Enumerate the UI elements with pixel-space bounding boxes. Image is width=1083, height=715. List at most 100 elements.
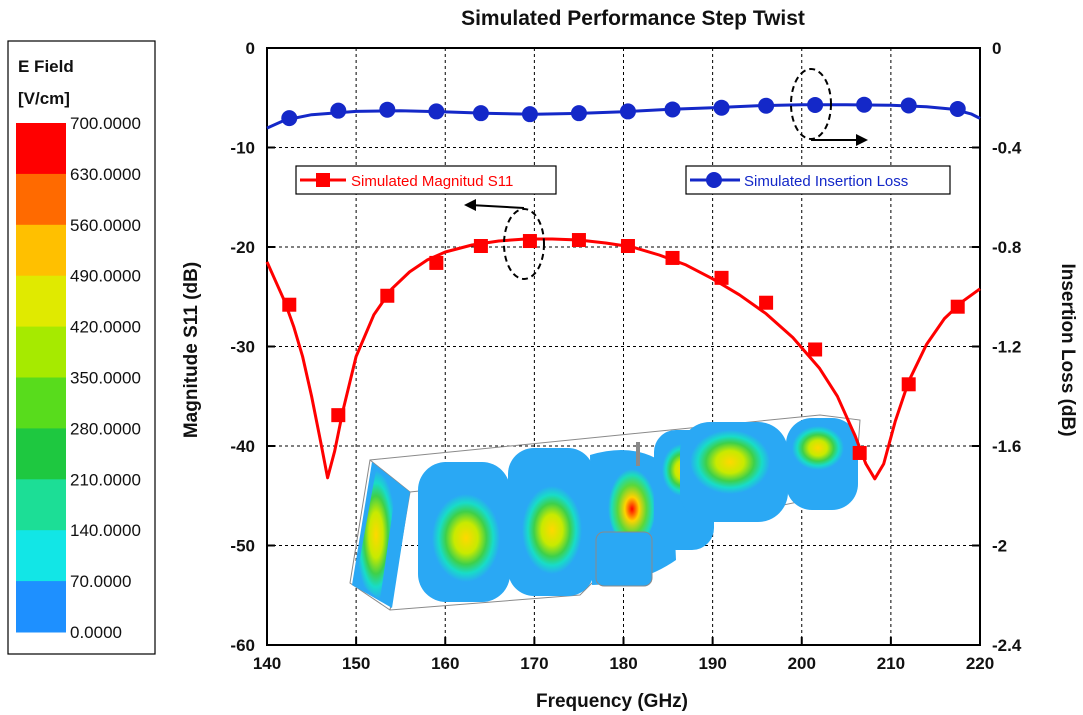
y-axis-label: Magnitude S11 (dB) (181, 262, 202, 438)
y-tick-label: 0 (246, 39, 255, 58)
colorbar-title: E Field (18, 57, 74, 76)
x-tick-label: 140 (253, 654, 281, 673)
series-s11 (265, 233, 981, 481)
colorbar-swatch (16, 224, 66, 277)
insertion-loss-marker (664, 101, 681, 118)
s11-marker (665, 250, 680, 265)
colorbar-label: 70.0000 (70, 572, 131, 591)
legend-insertion-loss: Simulated Insertion Loss (685, 165, 951, 195)
colorbar-unit: [V/cm] (18, 89, 70, 108)
series-insertion-loss (266, 96, 981, 130)
s11-marker (714, 270, 729, 285)
colorbar-swatch (16, 326, 66, 378)
y2-axis-label: Insertion Loss (dB) (1057, 263, 1078, 436)
insertion-loss-marker (281, 110, 298, 127)
colorbar-swatch (16, 479, 66, 531)
colorbar-swatches (16, 123, 66, 633)
x-tick-label: 200 (788, 654, 816, 673)
insertion-loss-marker (330, 102, 347, 119)
y-tick-label: -10 (230, 139, 255, 158)
colorbar-label: 560.0000 (70, 216, 141, 235)
y2-tick-label: -0.8 (992, 238, 1021, 257)
s11-marker (429, 255, 444, 270)
legend-s11-marker (316, 173, 330, 187)
colorbar-label: 490.0000 (70, 267, 141, 286)
colorbar-labels: 700.0000 630.0000 560.0000 490.0000 420.0000… (70, 114, 141, 642)
s11-marker (522, 234, 537, 249)
s11-marker (380, 288, 395, 303)
insertion-loss-line (266, 103, 981, 130)
axis-ticks (266, 47, 981, 646)
insertion-loss-marker (428, 103, 445, 120)
x-tick-label: 180 (609, 654, 637, 673)
colorbar-label: 280.0000 (70, 419, 141, 438)
s11-marker (620, 239, 635, 254)
x-tick-label: 150 (342, 654, 370, 673)
x-axis-label: Frequency (GHz) (536, 691, 688, 712)
y2-tick-label: -1.2 (992, 338, 1021, 357)
colorbar-label: 140.0000 (70, 521, 141, 540)
s11-marker (282, 297, 297, 312)
s11-marker (473, 239, 488, 254)
insertion-loss-marker (758, 97, 775, 114)
s11-marker (852, 445, 867, 460)
colorbar-swatch (16, 377, 66, 429)
x-tick-label: 160 (431, 654, 459, 673)
s11-marker (571, 233, 586, 248)
colorbar-label: 420.0000 (70, 318, 141, 337)
legend-s11-label: Simulated Magnitud S11 (351, 173, 513, 190)
s11-line (265, 237, 981, 481)
s11-marker (950, 299, 965, 314)
colorbar-swatch (16, 581, 66, 633)
colorbar-label: 350.0000 (70, 369, 141, 388)
x-tick-label: 210 (877, 654, 905, 673)
y2-tick-label: -1.6 (992, 437, 1021, 456)
legend-il-marker (706, 172, 722, 188)
x-tick-labels: 140 150 160 170 180 190 200 210 220 (253, 654, 994, 673)
legend-s11: Simulated Magnitud S11 (295, 165, 557, 195)
waveguide-field-inset (349, 414, 861, 611)
insertion-loss-marker (472, 105, 489, 122)
y-tick-label: -40 (230, 437, 255, 456)
colorbar-label: 700.0000 (70, 114, 141, 133)
insertion-loss-marker (807, 96, 824, 113)
colorbar-swatch (16, 123, 66, 175)
colorbar-swatch (16, 428, 66, 480)
insertion-loss-marker (949, 100, 966, 117)
y2-tick-label: -0.4 (992, 139, 1022, 158)
annotation-il-right-arrow (790, 68, 868, 146)
colorbar-swatch (16, 530, 66, 582)
y-tick-label: -60 (230, 636, 255, 655)
y2-tick-labels: 0 -0.4 -0.8 -1.2 -1.6 -2 -2.4 (992, 39, 1022, 655)
colorbar-swatch (16, 173, 66, 226)
insertion-loss-marker (570, 105, 587, 122)
insertion-loss-marker (521, 106, 538, 123)
legend-il-label: Simulated Insertion Loss (744, 173, 908, 190)
s11-marker (808, 342, 823, 357)
annotation-s11-left-arrow (464, 199, 545, 280)
insertion-loss-marker (713, 99, 730, 116)
y2-tick-label: -2.4 (992, 636, 1022, 655)
y-tick-label: -30 (230, 338, 255, 357)
y2-tick-label: -2 (992, 537, 1007, 556)
y2-tick-label: 0 (992, 39, 1001, 58)
colorbar-label: 630.0000 (70, 165, 141, 184)
x-tick-label: 220 (966, 654, 994, 673)
x-tick-label: 190 (698, 654, 726, 673)
chart-title: Simulated Performance Step Twist (461, 7, 805, 30)
y-tick-label: -50 (230, 537, 255, 556)
s11-marker (901, 377, 916, 392)
insertion-loss-marker (619, 103, 636, 120)
insertion-loss-marker (379, 101, 396, 118)
insertion-loss-marker (900, 97, 917, 114)
s11-marker (331, 408, 346, 423)
colorbar-label: 210.0000 (70, 470, 141, 489)
insertion-loss-marker (856, 96, 873, 113)
y-tick-label: -20 (230, 238, 255, 257)
colorbar-label: 0.0000 (70, 623, 122, 642)
y-tick-labels: 0 -10 -20 -30 -40 -50 -60 (230, 39, 255, 655)
colorbar: E Field [V/cm] 700.0000 630.0000 560.0000 4… (7, 40, 156, 655)
x-tick-label: 170 (520, 654, 548, 673)
